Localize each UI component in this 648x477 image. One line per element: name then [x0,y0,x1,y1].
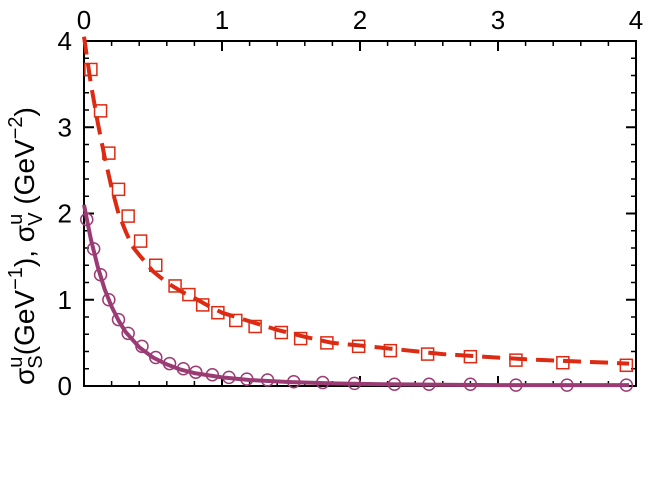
scalar-data-point [135,339,149,354]
scalar-data-point [205,368,220,382]
ylabel-part-2: (GeV [9,290,40,356]
x-tick-label: 1 [215,5,229,35]
vector-data-point [182,287,196,302]
x-tick-label: 0 [77,5,91,35]
x-tick-label: 2 [353,5,367,35]
scalar-data-point [287,374,301,389]
y-tick-label: 4 [58,26,72,56]
y-tick-label: 1 [58,285,72,315]
scalar-data-point [189,365,203,379]
scalar-data-point [347,376,362,391]
ylabel-part-1-sub: S [25,355,47,368]
ylabel-part-3-sup: u [5,214,27,225]
plot-frame [83,40,637,387]
ylabel-part-3: ), σ [9,225,40,267]
ylabel-part-1: σ [9,368,40,385]
vector-data-point [168,279,182,293]
ylabel-part-4-sup: −2 [5,116,27,139]
scalar-data-point [260,373,275,387]
scalar-data-point [560,378,574,392]
scalar-data-point [149,350,163,365]
y-tick-label: 0 [58,371,72,401]
scalar-data-point [86,242,101,256]
scalar-data-point [102,293,116,307]
ylabel-part-5: ) [9,107,40,116]
vector-data-point [133,234,148,248]
scalar-data-point [509,378,523,392]
ylabel-part-3-sub: V [25,212,47,226]
vector-data-point [211,305,225,320]
scalar-data-point [93,267,108,282]
scalar-data-point [176,362,191,376]
vector-data-point [195,298,210,312]
vector-data-point [93,104,108,118]
scalar-data-point [240,372,254,386]
vector-data-point [320,336,334,350]
vector-data-point [229,313,243,328]
scalar-data-point [315,375,330,390]
y-axis-label: σuS(GeV−1), σuV (GeV−2) [5,107,47,385]
scalar-data-point [422,377,436,392]
vector-data-point [383,343,398,358]
scalar-solid-curve [82,204,630,388]
vector-data-point [149,258,163,272]
x-tick-label: 3 [491,5,505,35]
scalar-data-point [121,326,135,341]
y-tick-label: 2 [58,199,72,229]
ylabel-part-1-sup: u [5,357,27,368]
vector-data-point [248,319,262,334]
x-tick-label: 4 [629,5,643,35]
scalar-data-point [463,377,478,392]
vector-data-point [111,182,126,197]
ylabel-part-2-sup: −1 [5,267,27,290]
ylabel-part-4: (GeV [9,139,40,212]
scalar-data-point [619,378,634,392]
vector-data-point [619,358,634,373]
svg-text:σuS(GeV−1), σuV (GeV−2): σuS(GeV−1), σuV (GeV−2) [5,107,47,385]
vector-dashed-curve [82,36,630,366]
scalar-data-point [387,377,402,392]
vector-data-point [121,209,135,223]
vector-data-point [102,146,116,160]
scalar-data-point [80,212,94,227]
scalar-data-point [222,370,236,385]
vector-data-point [556,355,570,370]
y-tick-label: 3 [58,112,72,142]
axis-ticks [83,40,637,387]
vector-data-point [509,353,523,367]
vector-data-point [420,347,435,361]
vector-data-point [84,62,98,77]
scalar-data-point [162,356,177,371]
vector-data-point [463,349,478,364]
vector-data-point [351,339,366,354]
series-layer [80,36,634,392]
vector-data-point [274,325,289,340]
vector-data-point [293,331,308,346]
plot-border [83,40,637,387]
scalar-data-point [111,312,126,327]
